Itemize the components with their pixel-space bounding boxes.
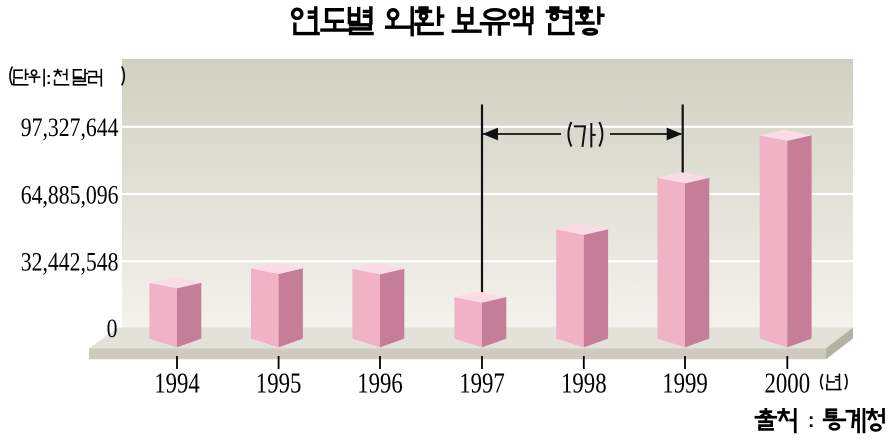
svg-text:32,442,548: 32,442,548 [21,248,119,278]
svg-text:1995: 1995 [256,367,302,399]
svg-text:1997: 1997 [459,367,505,399]
svg-text:97,327,644: 97,327,644 [21,113,119,143]
svg-text:64,885,096: 64,885,096 [21,180,119,210]
svg-text:1996: 1996 [357,367,403,399]
svg-text:1999: 1999 [662,367,708,399]
svg-text:0: 0 [107,314,118,344]
svg-text:1994: 1994 [154,367,200,399]
svg-text:1998: 1998 [561,367,607,399]
svg-text:2000: 2000 [765,367,811,399]
